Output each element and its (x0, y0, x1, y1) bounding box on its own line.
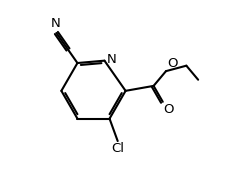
Text: N: N (107, 53, 116, 66)
Text: O: O (164, 103, 174, 116)
Text: N: N (51, 17, 60, 30)
Text: O: O (167, 57, 178, 70)
Text: Cl: Cl (112, 142, 125, 155)
